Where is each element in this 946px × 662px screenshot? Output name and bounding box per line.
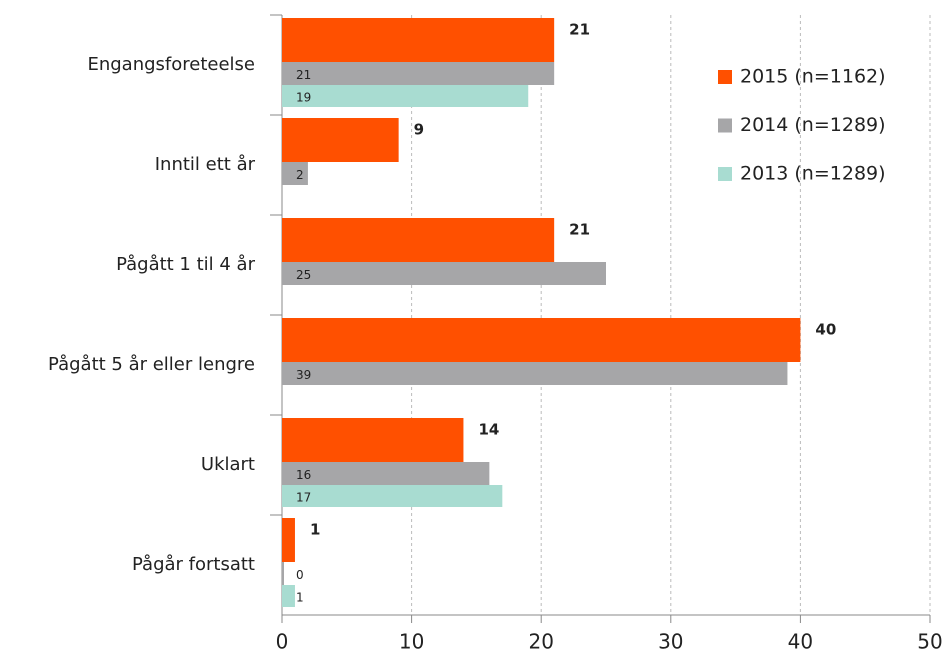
- bar: [282, 62, 555, 85]
- x-tick-label: 30: [658, 630, 683, 654]
- legend-swatch: [718, 118, 732, 133]
- bar: [282, 518, 295, 562]
- data-label: 40: [815, 321, 836, 339]
- data-label: 25: [296, 268, 311, 282]
- data-label: 1: [310, 521, 320, 539]
- data-label: 16: [296, 468, 311, 482]
- legend-swatch: [718, 167, 732, 181]
- bar: [282, 485, 503, 507]
- legend-label: 2013 (n=1289): [740, 163, 886, 185]
- y-tick-label: Pågått 1 til 4 år: [116, 254, 256, 275]
- data-label: 21: [569, 221, 590, 239]
- data-label: 39: [296, 368, 311, 382]
- y-tick-label: Uklart: [201, 454, 255, 475]
- bar: [282, 85, 529, 107]
- bar: [282, 218, 555, 262]
- bar: [282, 318, 801, 362]
- data-label: 21: [569, 21, 590, 39]
- bar: [282, 118, 399, 162]
- y-tick-label: Pågått 5 år eller lengre: [48, 354, 255, 375]
- legend-swatch: [718, 70, 732, 84]
- bar: [282, 462, 490, 485]
- legend-label: 2014 (n=1289): [740, 114, 886, 136]
- bar: [282, 418, 464, 462]
- bar: [282, 18, 555, 62]
- bar: [282, 585, 295, 607]
- x-tick-label: 50: [917, 630, 942, 654]
- y-tick-label: Pågår fortsatt: [132, 554, 255, 575]
- bar: [282, 262, 606, 285]
- bar: [282, 362, 788, 385]
- data-label: 14: [478, 421, 499, 439]
- data-label: 0: [296, 568, 304, 582]
- data-label: 1: [296, 591, 304, 605]
- data-label: 21: [296, 68, 311, 82]
- data-label: 19: [296, 91, 311, 105]
- x-tick-label: 0: [276, 630, 289, 654]
- y-tick-label: Engangsforeteelse: [87, 54, 255, 75]
- x-tick-label: 40: [788, 630, 813, 654]
- x-tick-label: 20: [528, 630, 553, 654]
- data-label: 17: [296, 491, 311, 505]
- y-tick-label: Inntil ett år: [155, 154, 256, 175]
- data-label: 2: [296, 168, 304, 182]
- bar: [282, 562, 284, 585]
- x-tick-label: 10: [399, 630, 424, 654]
- legend-label: 2015 (n=1162): [740, 66, 886, 88]
- data-label: 9: [414, 121, 424, 139]
- bar: [282, 162, 308, 185]
